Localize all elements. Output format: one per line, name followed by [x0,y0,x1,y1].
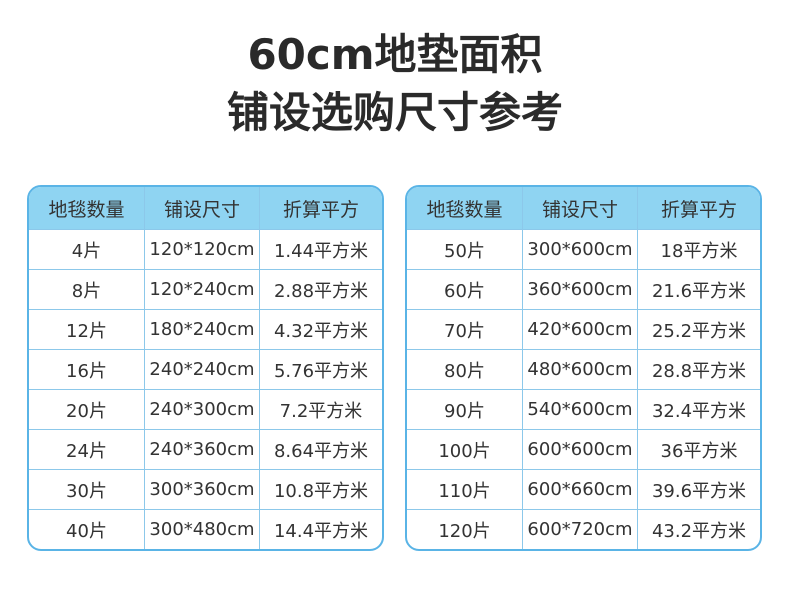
table-cell: 39.6平方米 [637,469,760,511]
table-row: 4片 120*120cm 1.44平方米 [29,228,382,271]
header-cell: 地毯数量 [29,187,145,230]
table-cell: 60片 [407,269,523,311]
table-cell: 600*720cm [522,509,638,549]
table-row: 20片 240*300cm 7.2平方米 [29,389,382,431]
table-cell: 540*600cm [522,389,638,431]
table-cell: 30片 [29,469,145,511]
table-cell: 90片 [407,389,523,431]
table-row: 60片 360*600cm 21.6平方米 [407,269,760,311]
table-cell: 120*240cm [144,269,260,311]
table-cell: 16片 [29,349,145,391]
table-cell: 120*120cm [144,228,260,271]
table-cell: 240*240cm [144,349,260,391]
table-cell: 8.64平方米 [259,429,382,471]
size-table: 地毯数量 铺设尺寸 折算平方 4片 120*120cm 1.44平方米 8片 120*240c… [29,187,382,549]
header-row: 地毯数量 铺设尺寸 折算平方 [407,187,760,230]
table-cell: 43.2平方米 [637,509,760,549]
table-cell: 36平方米 [637,429,760,471]
table-cell: 4片 [29,228,145,271]
table-frame: 地毯数量 铺设尺寸 折算平方 50片 300*600cm 18平方米 60片 360*600c… [405,185,762,551]
size-table: 地毯数量 铺设尺寸 折算平方 50片 300*600cm 18平方米 60片 360*600c… [407,187,760,549]
table-cell: 480*600cm [522,349,638,391]
table-cell: 21.6平方米 [637,269,760,311]
table-cell: 40片 [29,509,145,549]
header-cell: 铺设尺寸 [144,187,260,230]
table-row: 16片 240*240cm 5.76平方米 [29,349,382,391]
table-cell: 360*600cm [522,269,638,311]
header-cell: 铺设尺寸 [522,187,638,230]
title-line: 铺设选购尺寸参考 [226,88,563,137]
table-cell: 50片 [407,228,523,271]
header-cell: 地毯数量 [407,187,523,230]
table-row: 70片 420*600cm 25.2平方米 [407,309,760,351]
table-cell: 100片 [407,429,523,471]
table-cell: 120片 [407,509,523,549]
table-cell: 10.8平方米 [259,469,382,511]
header-row: 地毯数量 铺设尺寸 折算平方 [29,187,382,230]
table-cell: 300*600cm [522,228,638,271]
table-cell: 4.32平方米 [259,309,382,351]
title-line: 60cm地垫面积 [247,30,543,79]
table-cell: 32.4平方米 [637,389,760,431]
table-row: 110片 600*660cm 39.6平方米 [407,469,760,511]
table-cell: 300*480cm [144,509,260,549]
header-cell: 折算平方 [637,187,760,230]
table-cell: 240*360cm [144,429,260,471]
table-cell: 110片 [407,469,523,511]
table-row: 100片 600*600cm 36平方米 [407,429,760,471]
table-cell: 240*300cm [144,389,260,431]
table-cell: 24片 [29,429,145,471]
table-cell: 8片 [29,269,145,311]
table-cell: 20片 [29,389,145,431]
table-row: 80片 480*600cm 28.8平方米 [407,349,760,391]
table-row: 50片 300*600cm 18平方米 [407,228,760,271]
table-cell: 1.44平方米 [259,228,382,271]
table-cell: 25.2平方米 [637,309,760,351]
table-cell: 600*660cm [522,469,638,511]
table-cell: 600*600cm [522,429,638,471]
table-cell: 70片 [407,309,523,351]
table-row: 30片 300*360cm 10.8平方米 [29,469,382,511]
table-row: 12片 180*240cm 4.32平方米 [29,309,382,351]
table-row: 8片 120*240cm 2.88平方米 [29,269,382,311]
table-cell: 14.4平方米 [259,509,382,549]
table-cell: 300*360cm [144,469,260,511]
table-cell: 5.76平方米 [259,349,382,391]
table-row: 90片 540*600cm 32.4平方米 [407,389,760,431]
table-row: 120片 600*720cm 43.2平方米 [407,509,760,549]
table-cell: 12片 [29,309,145,351]
table-cell: 180*240cm [144,309,260,351]
table-row: 40片 300*480cm 14.4平方米 [29,509,382,549]
table-frame: 地毯数量 铺设尺寸 折算平方 4片 120*120cm 1.44平方米 8片 120*240c… [27,185,384,551]
table-row: 24片 240*360cm 8.64平方米 [29,429,382,471]
table-cell: 7.2平方米 [259,389,382,431]
table-cell: 2.88平方米 [259,269,382,311]
table-cell: 420*600cm [522,309,638,351]
table-cell: 28.8平方米 [637,349,760,391]
table-cell: 18平方米 [637,228,760,271]
table-cell: 80片 [407,349,523,391]
header-cell: 折算平方 [259,187,382,230]
